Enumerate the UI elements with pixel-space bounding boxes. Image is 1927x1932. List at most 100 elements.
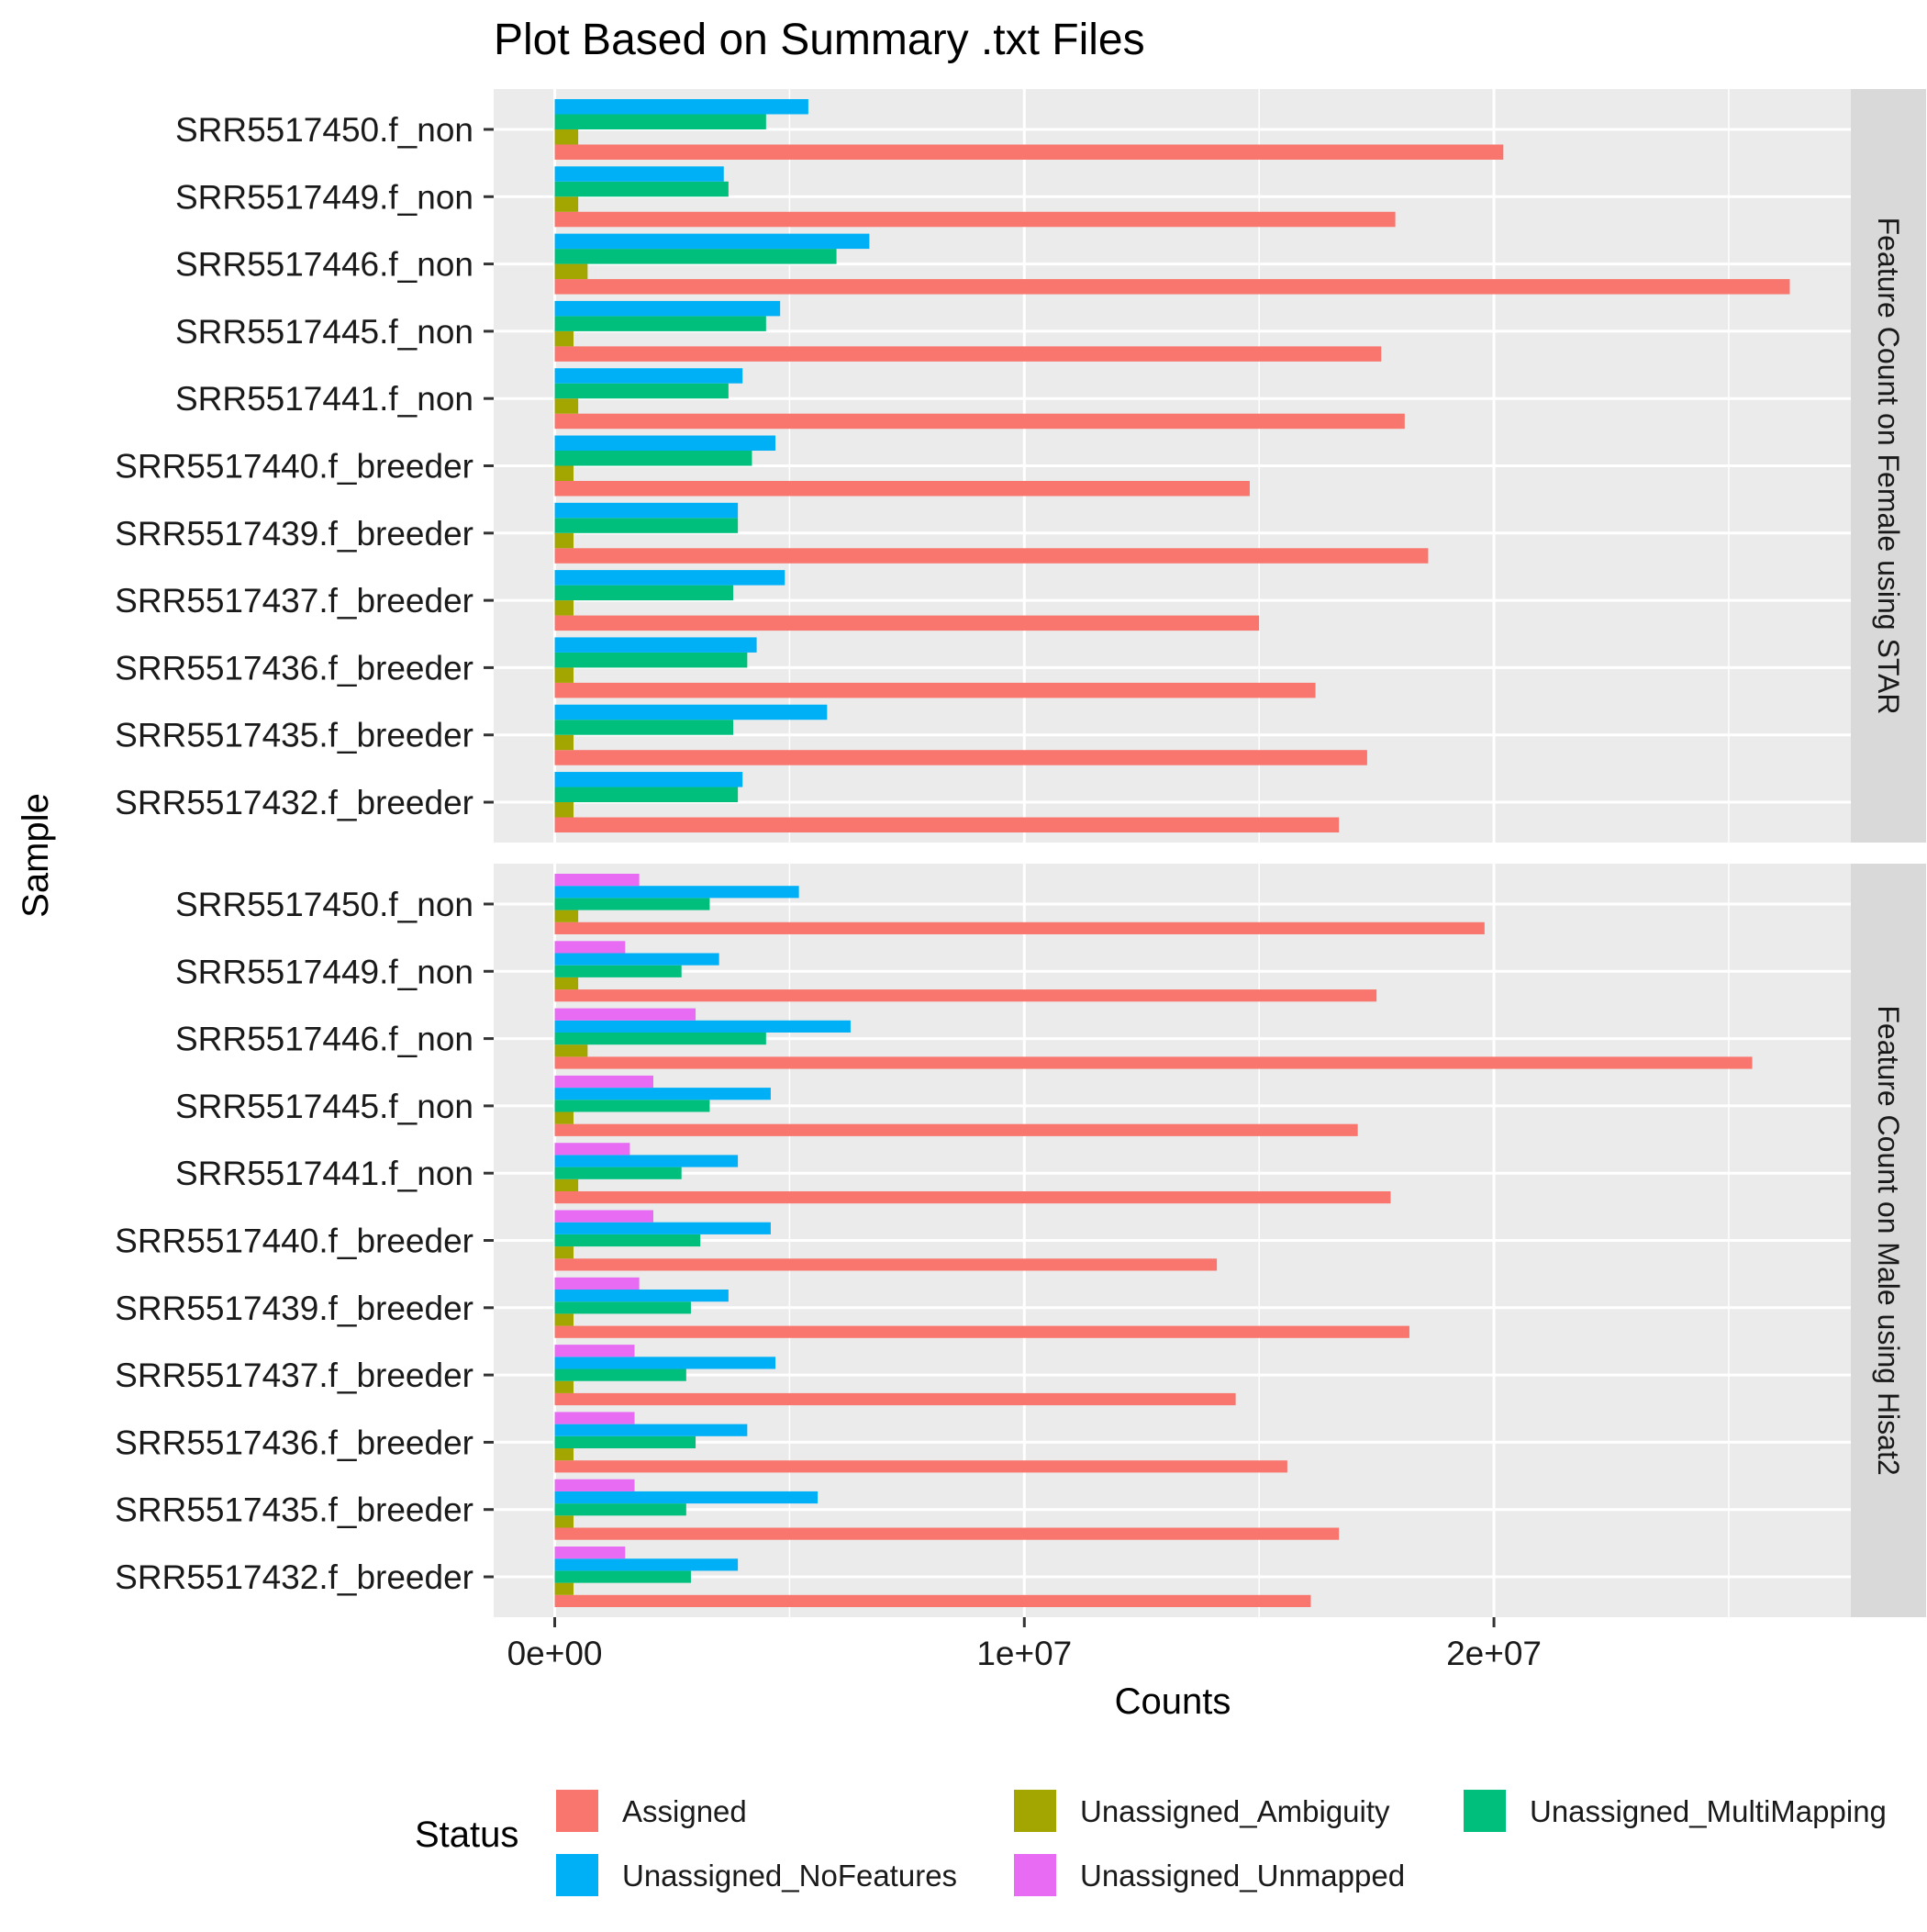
bar-unassigned-nofeatures bbox=[554, 1357, 776, 1369]
bar-unassigned-nofeatures bbox=[554, 435, 776, 452]
bar-unassigned-multimapping bbox=[554, 451, 752, 466]
bar-unassigned-unmapped bbox=[554, 1345, 635, 1357]
bar-unassigned-unmapped bbox=[554, 941, 626, 954]
bar-unassigned-unmapped bbox=[554, 1412, 635, 1424]
bar-assigned bbox=[554, 1123, 1358, 1136]
bar-unassigned-multimapping bbox=[554, 1503, 686, 1516]
bar-unassigned-nofeatures bbox=[554, 1155, 739, 1167]
facet-panel: SRR5517450.f_non SRR5517449.f_non SRR55174… bbox=[115, 864, 1926, 1617]
bar-unassigned-nofeatures bbox=[554, 1088, 771, 1100]
bar-unassigned-multimapping bbox=[554, 1032, 766, 1045]
y-tick-label: SRR5517437.f_breeder bbox=[115, 582, 473, 620]
legend-swatch bbox=[556, 1854, 598, 1896]
bar-assigned bbox=[554, 1190, 1391, 1204]
bar-unassigned-multimapping bbox=[554, 720, 733, 735]
bar-unassigned-ambiguity bbox=[554, 398, 579, 414]
bar-unassigned-ambiguity bbox=[554, 734, 574, 751]
facet-strip bbox=[1851, 864, 1926, 1617]
y-tick-label: SRR5517439.f_breeder bbox=[115, 1290, 473, 1327]
bar-unassigned-ambiguity bbox=[554, 1448, 574, 1461]
bar-unassigned-ambiguity bbox=[554, 330, 574, 347]
x-tick-label: 2e+07 bbox=[1446, 1635, 1542, 1672]
bar-unassigned-nofeatures bbox=[554, 1558, 739, 1571]
chart-title: Plot Based on Summary .txt Files bbox=[494, 16, 1145, 64]
bar-unassigned-nofeatures bbox=[554, 98, 808, 115]
bar-unassigned-ambiguity bbox=[554, 1044, 588, 1057]
bar-unassigned-ambiguity bbox=[554, 1313, 574, 1326]
bar-assigned bbox=[554, 1258, 1218, 1271]
legend-item: Unassigned_Ambiguity bbox=[1014, 1790, 1390, 1832]
legend-label: Unassigned_MultiMapping bbox=[1530, 1794, 1887, 1828]
bar-unassigned-nofeatures bbox=[554, 1290, 729, 1302]
x-axis-title: Counts bbox=[1115, 1681, 1231, 1722]
bar-unassigned-nofeatures bbox=[554, 704, 828, 720]
bar-assigned bbox=[554, 921, 1485, 934]
y-tick-label: SRR5517449.f_non bbox=[175, 178, 473, 216]
panels-layer: SRR5517450.f_non SRR5517449.f_non SRR55174… bbox=[115, 89, 1926, 1617]
legend-swatch bbox=[556, 1790, 598, 1832]
bar-unassigned-nofeatures bbox=[554, 166, 724, 182]
bar-unassigned-multimapping bbox=[554, 181, 729, 197]
legend-label: Unassigned_NoFeatures bbox=[622, 1859, 957, 1893]
bar-assigned bbox=[554, 413, 1405, 430]
y-tick-label: SRR5517436.f_breeder bbox=[115, 1424, 473, 1461]
bar-unassigned-ambiguity bbox=[554, 1380, 574, 1393]
y-tick-label: SRR5517436.f_breeder bbox=[115, 649, 473, 687]
bar-assigned bbox=[554, 211, 1396, 228]
legend-swatch bbox=[1464, 1790, 1506, 1832]
bar-unassigned-ambiguity bbox=[554, 465, 574, 481]
bar-unassigned-unmapped bbox=[554, 1008, 696, 1021]
bar-assigned bbox=[554, 1056, 1753, 1069]
x-tick-label: 1e+07 bbox=[976, 1635, 1072, 1672]
facet-strip bbox=[1851, 89, 1926, 843]
bar-unassigned-multimapping bbox=[554, 518, 739, 533]
y-axis-title: Sample bbox=[16, 793, 56, 918]
legend-item: Unassigned_NoFeatures bbox=[556, 1854, 957, 1896]
bar-unassigned-nofeatures bbox=[554, 233, 870, 250]
bar-unassigned-ambiguity bbox=[554, 1246, 574, 1259]
y-tick-label: SRR5517445.f_non bbox=[175, 313, 473, 351]
bar-unassigned-multimapping bbox=[554, 898, 710, 910]
legend-item: Assigned bbox=[556, 1790, 747, 1832]
y-tick-label: SRR5517449.f_non bbox=[175, 953, 473, 990]
bar-unassigned-nofeatures bbox=[554, 570, 785, 586]
bar-unassigned-nofeatures bbox=[554, 1222, 771, 1234]
bar-assigned bbox=[554, 750, 1367, 765]
bar-assigned bbox=[554, 817, 1340, 833]
bar-unassigned-multimapping bbox=[554, 965, 682, 977]
y-tick-label: SRR5517432.f_breeder bbox=[115, 1558, 473, 1596]
bar-unassigned-ambiguity bbox=[554, 1178, 579, 1191]
legend-label: Unassigned_Ambiguity bbox=[1080, 1794, 1390, 1828]
y-tick-label: SRR5517441.f_non bbox=[175, 380, 473, 418]
bar-assigned bbox=[554, 1392, 1236, 1406]
bar-unassigned-ambiguity bbox=[554, 910, 579, 922]
bar-unassigned-unmapped bbox=[554, 873, 640, 887]
bar-unassigned-multimapping bbox=[554, 652, 748, 668]
bar-unassigned-multimapping bbox=[554, 1570, 691, 1583]
x-tick-label: 0e+00 bbox=[507, 1635, 603, 1672]
bar-unassigned-nofeatures bbox=[554, 1424, 748, 1436]
bar-unassigned-unmapped bbox=[554, 1547, 626, 1559]
bar-unassigned-ambiguity bbox=[554, 1111, 574, 1124]
bar-unassigned-multimapping bbox=[554, 114, 766, 129]
y-tick-label: SRR5517432.f_breeder bbox=[115, 784, 473, 821]
bar-unassigned-ambiguity bbox=[554, 600, 574, 616]
bar-unassigned-ambiguity bbox=[554, 1515, 574, 1528]
y-tick-label: SRR5517439.f_breeder bbox=[115, 515, 473, 553]
bar-assigned bbox=[554, 1594, 1311, 1608]
bar-unassigned-ambiguity bbox=[554, 263, 588, 280]
bar-unassigned-nofeatures bbox=[554, 886, 799, 899]
bar-assigned bbox=[554, 144, 1504, 160]
bar-unassigned-unmapped bbox=[554, 1210, 653, 1223]
y-tick-label: SRR5517440.f_breeder bbox=[115, 448, 473, 486]
bar-assigned bbox=[554, 1325, 1409, 1338]
bar-unassigned-nofeatures bbox=[554, 772, 743, 787]
bar-assigned bbox=[554, 615, 1260, 631]
bar-unassigned-multimapping bbox=[554, 1100, 710, 1112]
bar-unassigned-ambiguity bbox=[554, 802, 574, 818]
bar-unassigned-nofeatures bbox=[554, 502, 739, 519]
bar-unassigned-ambiguity bbox=[554, 1582, 574, 1595]
y-tick-label: SRR5517445.f_non bbox=[175, 1088, 473, 1125]
legend-item: Unassigned_Unmapped bbox=[1014, 1854, 1405, 1896]
y-tick-label: SRR5517437.f_breeder bbox=[115, 1357, 473, 1394]
